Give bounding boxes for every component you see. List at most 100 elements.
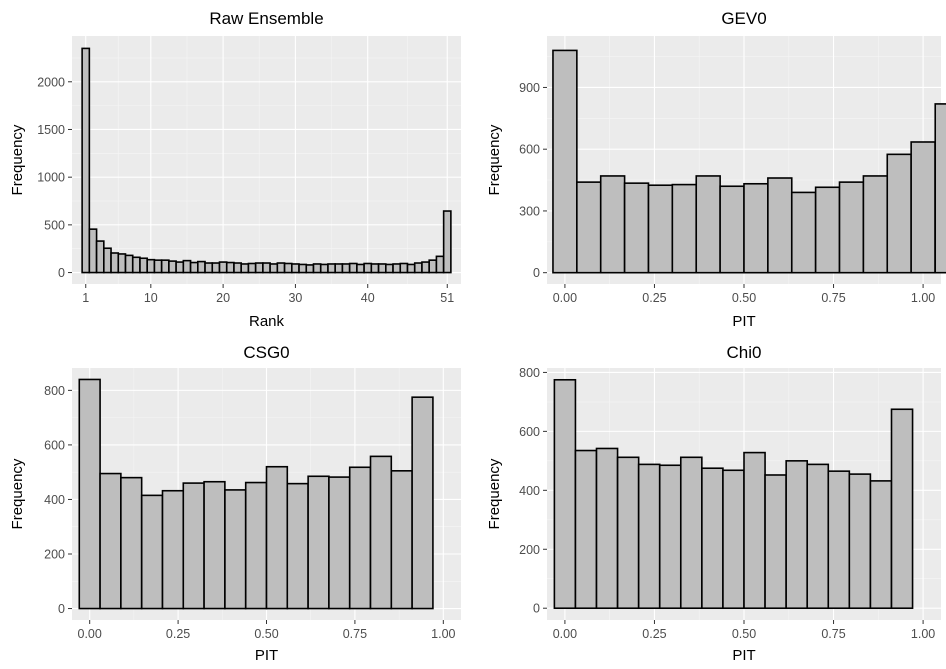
histogram-bar [411,396,434,610]
histogram-bar [722,469,745,610]
x-tick-label: 0.50 [254,627,278,641]
histogram-bar [81,47,91,274]
histogram-bar [146,258,156,274]
histogram-bar [327,263,336,274]
chart-panel-4: 0 200 400 600 800 0.00 0.25 0.50 0.75 1.00 Chi0 PIT… [486,343,941,664]
histogram-bar [910,141,936,274]
histogram-bar [276,262,286,274]
histogram-bar [88,228,98,274]
histogram-bar [356,263,365,274]
histogram-bar [305,264,315,274]
histogram-bar [743,182,769,274]
histogram-bar [262,262,271,274]
histogram-bar [814,186,841,274]
histogram-bar [637,463,661,610]
histogram-bar [827,470,851,610]
histogram-bar [120,476,143,610]
histogram-bar [265,465,289,610]
y-tick-label: 600 [44,438,65,452]
histogram-bar [161,489,185,610]
y-tick-label: 400 [519,484,540,498]
y-tick-label: 1500 [37,123,65,137]
histogram-bar [369,455,393,610]
histogram-bar [291,263,300,274]
histogram-bar [363,262,373,274]
histogram-bar [595,447,619,610]
x-tick-label: 30 [288,291,302,305]
histogram-bar [153,259,163,274]
histogram-bar [679,456,703,610]
y-tick-label: 900 [519,81,540,95]
histogram-bar [413,262,423,274]
histogram-bar [764,474,787,610]
chart-panel-2: 0 300 600 900 0.00 0.25 0.50 0.75 1.00 GEV0 PIT Fre… [486,9,946,330]
histogram-bar [110,252,120,274]
histogram-bar [377,263,387,274]
y-tick-label: 200 [44,548,65,562]
x-axis-title: Rank [249,313,285,330]
histogram-bar [160,259,170,274]
histogram-bar [862,175,889,274]
x-tick-label: 0.50 [732,627,756,641]
x-axis-title: PIT [732,313,755,330]
histogram-bar [406,263,416,274]
histogram-bar [78,378,101,610]
histogram-bar [182,482,205,610]
y-tick-label: 1000 [37,171,65,185]
histogram-bar [182,259,192,274]
histogram-bar [224,489,247,610]
histogram-bar [244,481,268,610]
histogram-bar [869,480,893,610]
histogram-bar [719,185,745,274]
chart-panel-3: 0 200 400 600 800 0.00 0.25 0.50 0.75 1.00 CSG0 PIT… [9,343,461,664]
histogram-bar [189,261,199,274]
histogram-bar [204,262,214,274]
panel-title: CSG0 [243,343,289,362]
histogram-bar [623,182,650,274]
histogram-bar [599,175,626,274]
histogram-bar [254,262,264,274]
x-tick-label: 51 [440,291,454,305]
x-tick-label: 0.25 [166,627,190,641]
histogram-bar [334,263,344,274]
x-tick-label: 0.75 [821,627,845,641]
histogram-bar [390,470,413,610]
x-tick-label: 0.25 [642,627,666,641]
y-axis-title: Frequency [486,124,503,195]
histogram-bar [117,253,127,274]
histogram-bar [131,256,141,274]
histogram-bar [240,263,250,274]
histogram-bar [319,263,329,274]
histogram-bar [218,261,228,274]
x-tick-label: 0.25 [642,291,666,305]
panel-title: Raw Ensemble [209,9,323,28]
x-tick-label: 0.00 [553,291,577,305]
y-axis-title: Frequency [486,458,503,529]
histogram-bar [695,175,721,274]
histogram-bar [124,254,134,274]
histogram-bar [428,259,438,274]
x-tick-label: 1.00 [911,627,935,641]
histogram-bar [790,191,817,274]
histogram-bar [701,467,724,610]
histogram-bar [552,49,578,274]
x-tick-label: 10 [144,291,158,305]
histogram-bar [616,456,640,610]
histogram-bar [886,153,912,274]
x-axis-title: PIT [255,647,278,664]
histogram-bar [574,449,598,610]
histogram-bar [312,263,322,274]
x-tick-label: 0.75 [343,627,367,641]
histogram-bar [848,473,872,610]
x-tick-label: 1.00 [911,291,935,305]
y-tick-label: 300 [519,204,540,218]
x-tick-label: 20 [216,291,230,305]
histogram-bar [286,482,309,610]
x-tick-label: 0.50 [732,291,756,305]
histogram-bar [743,451,766,610]
histogram-bar [392,263,402,274]
x-tick-label: 0.75 [821,291,845,305]
y-tick-label: 0 [533,602,540,616]
y-tick-label: 0 [58,266,65,280]
